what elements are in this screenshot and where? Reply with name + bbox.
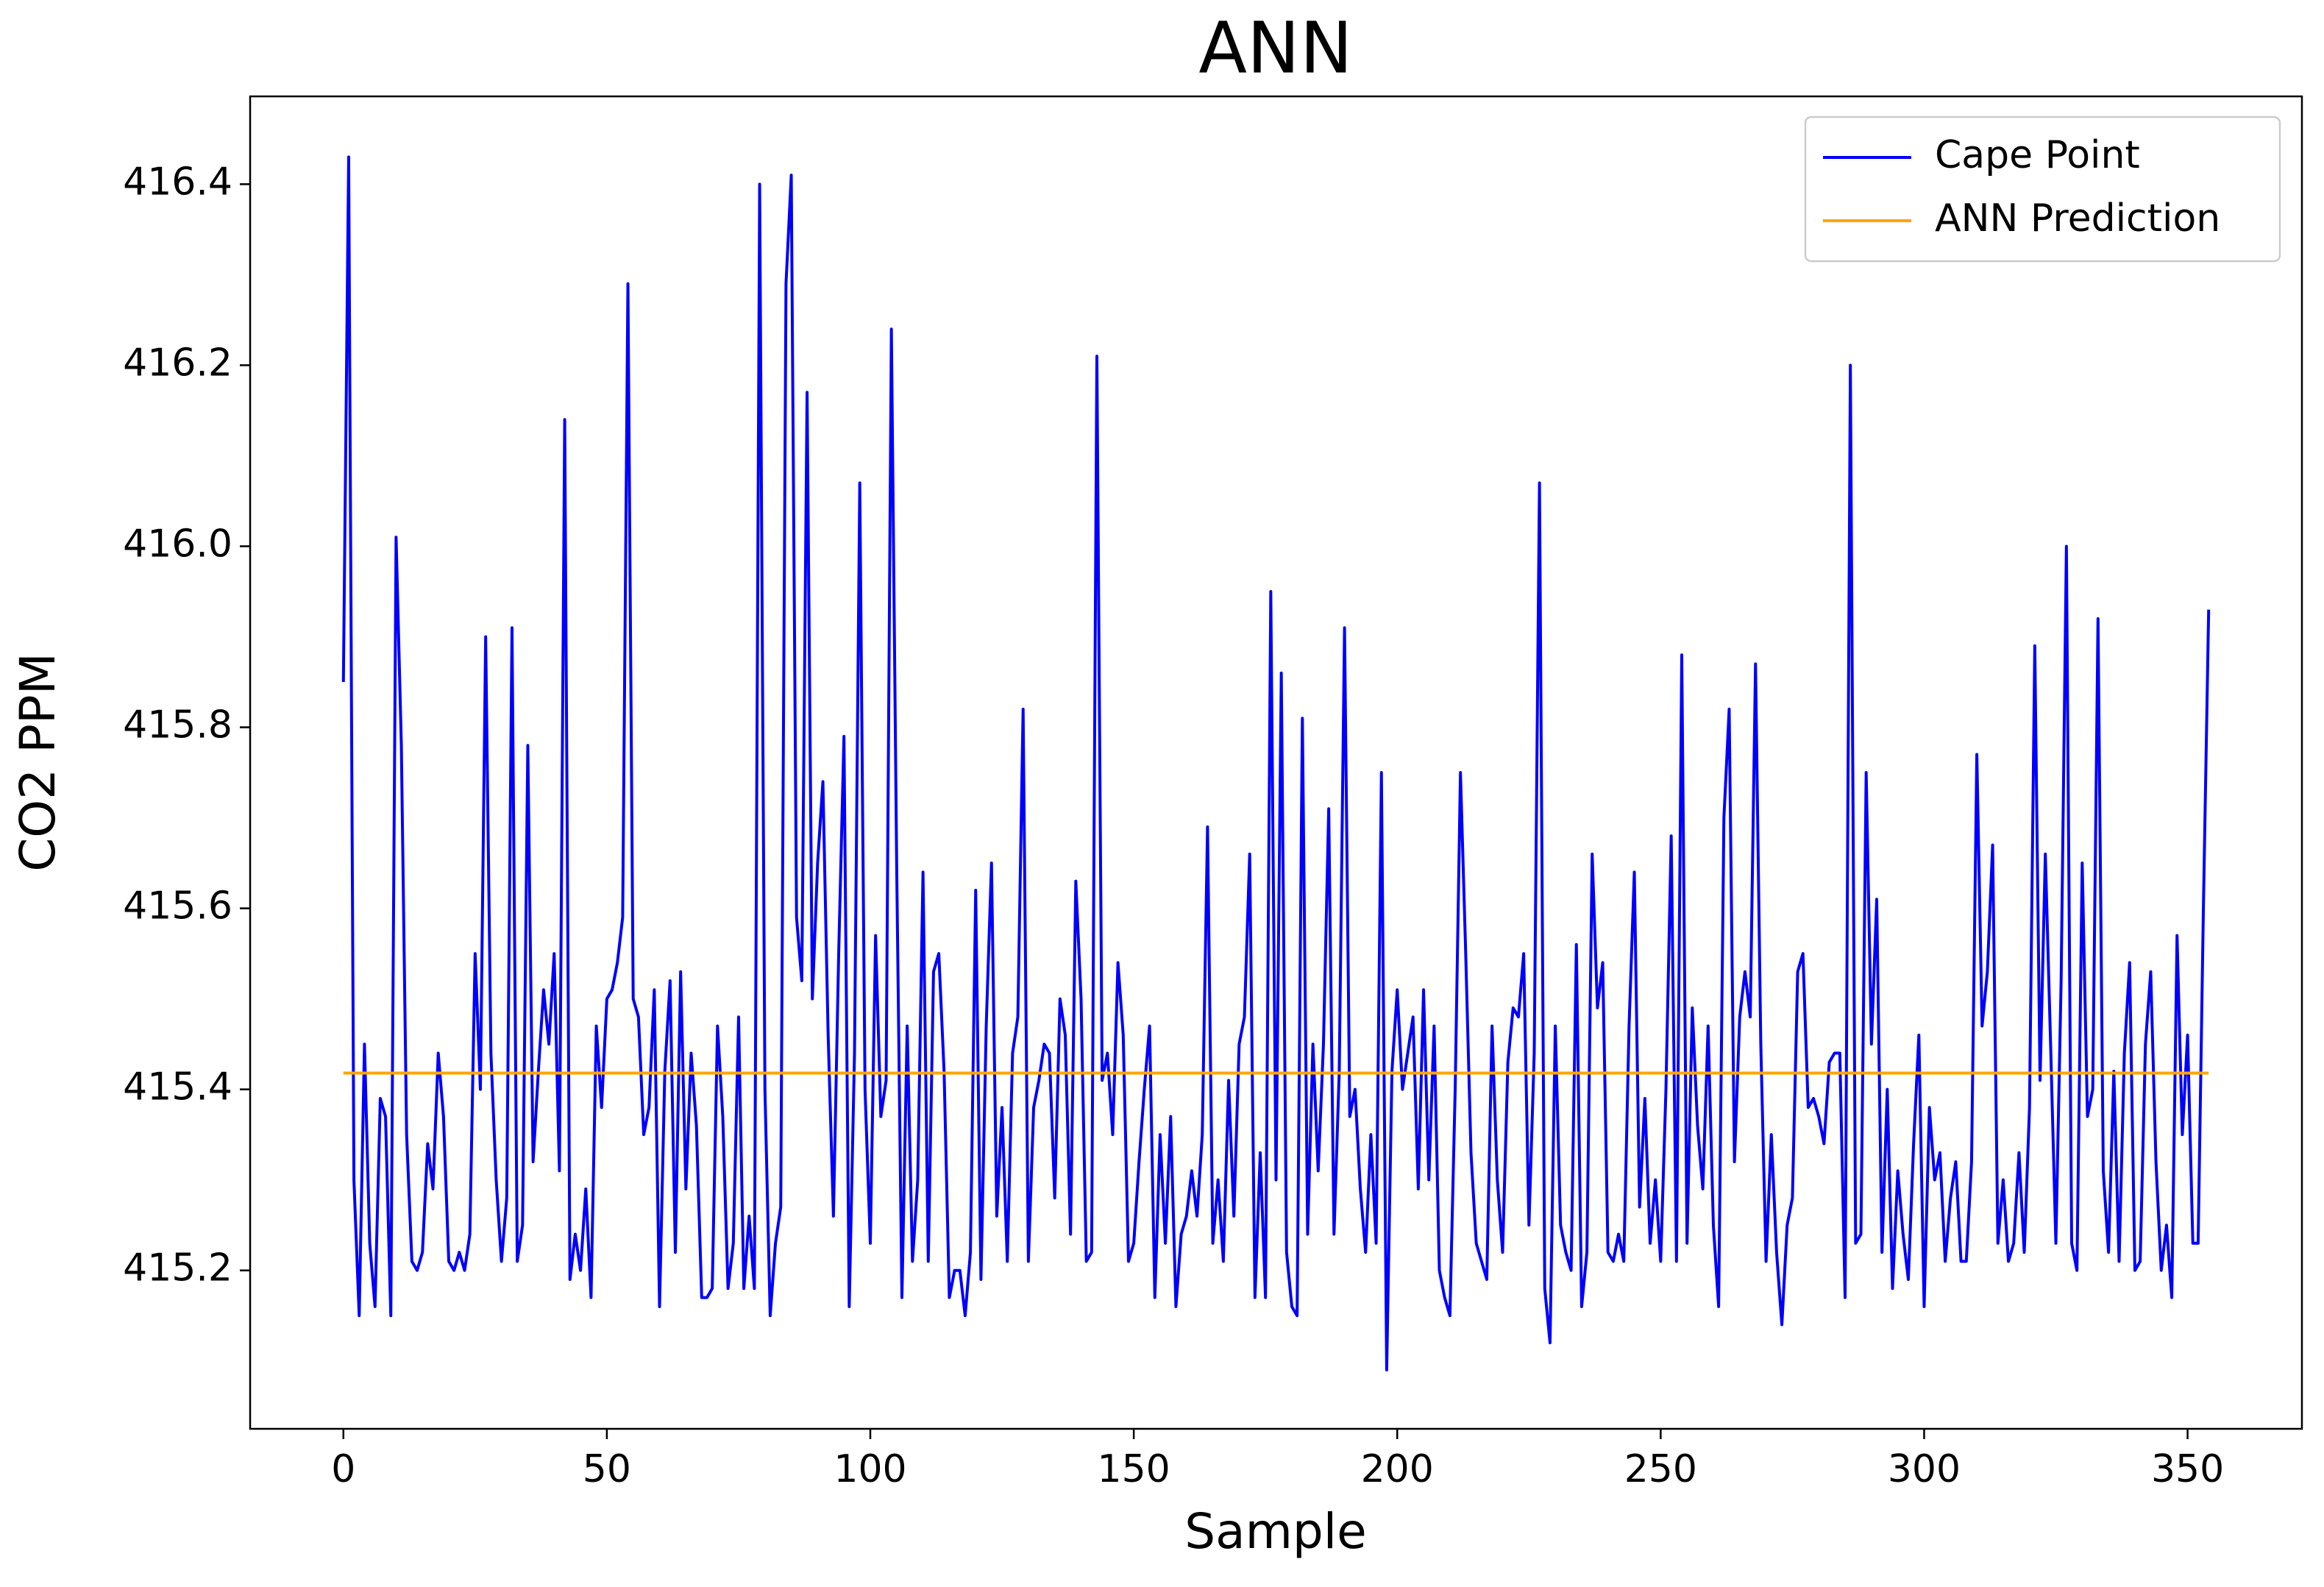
x-tick-label: 200 xyxy=(1361,1447,1434,1491)
y-tick-label: 416.0 xyxy=(123,522,232,566)
legend: Cape Point ANN Prediction xyxy=(1804,116,2281,263)
y-axis-label: CO2 PPM xyxy=(10,653,66,872)
x-tick-label: 250 xyxy=(1624,1447,1697,1491)
legend-box xyxy=(1804,116,2281,263)
x-tick-label: 350 xyxy=(2151,1447,2224,1491)
legend-label: Cape Point xyxy=(1935,133,2140,177)
x-axis-label: Sample xyxy=(1184,1503,1366,1560)
x-tick-label: 100 xyxy=(834,1447,906,1491)
y-tick-label: 416.4 xyxy=(123,160,232,204)
y-tick-label: 415.8 xyxy=(123,703,232,748)
y-tick-label: 415.4 xyxy=(123,1065,232,1110)
y-tick-label: 415.2 xyxy=(123,1246,232,1290)
legend-label: ANN Prediction xyxy=(1935,196,2220,241)
x-tick-label: 50 xyxy=(583,1447,631,1491)
plot-frame xyxy=(249,95,2303,1430)
y-tick-label: 415.6 xyxy=(123,884,232,929)
x-tick-label: 300 xyxy=(1888,1447,1961,1491)
data-line xyxy=(341,155,2211,1372)
chart-title: ANN xyxy=(1198,7,1352,89)
x-tick-label: 0 xyxy=(331,1447,355,1491)
y-tick-label: 416.2 xyxy=(123,341,232,385)
x-tick-label: 150 xyxy=(1097,1447,1170,1491)
